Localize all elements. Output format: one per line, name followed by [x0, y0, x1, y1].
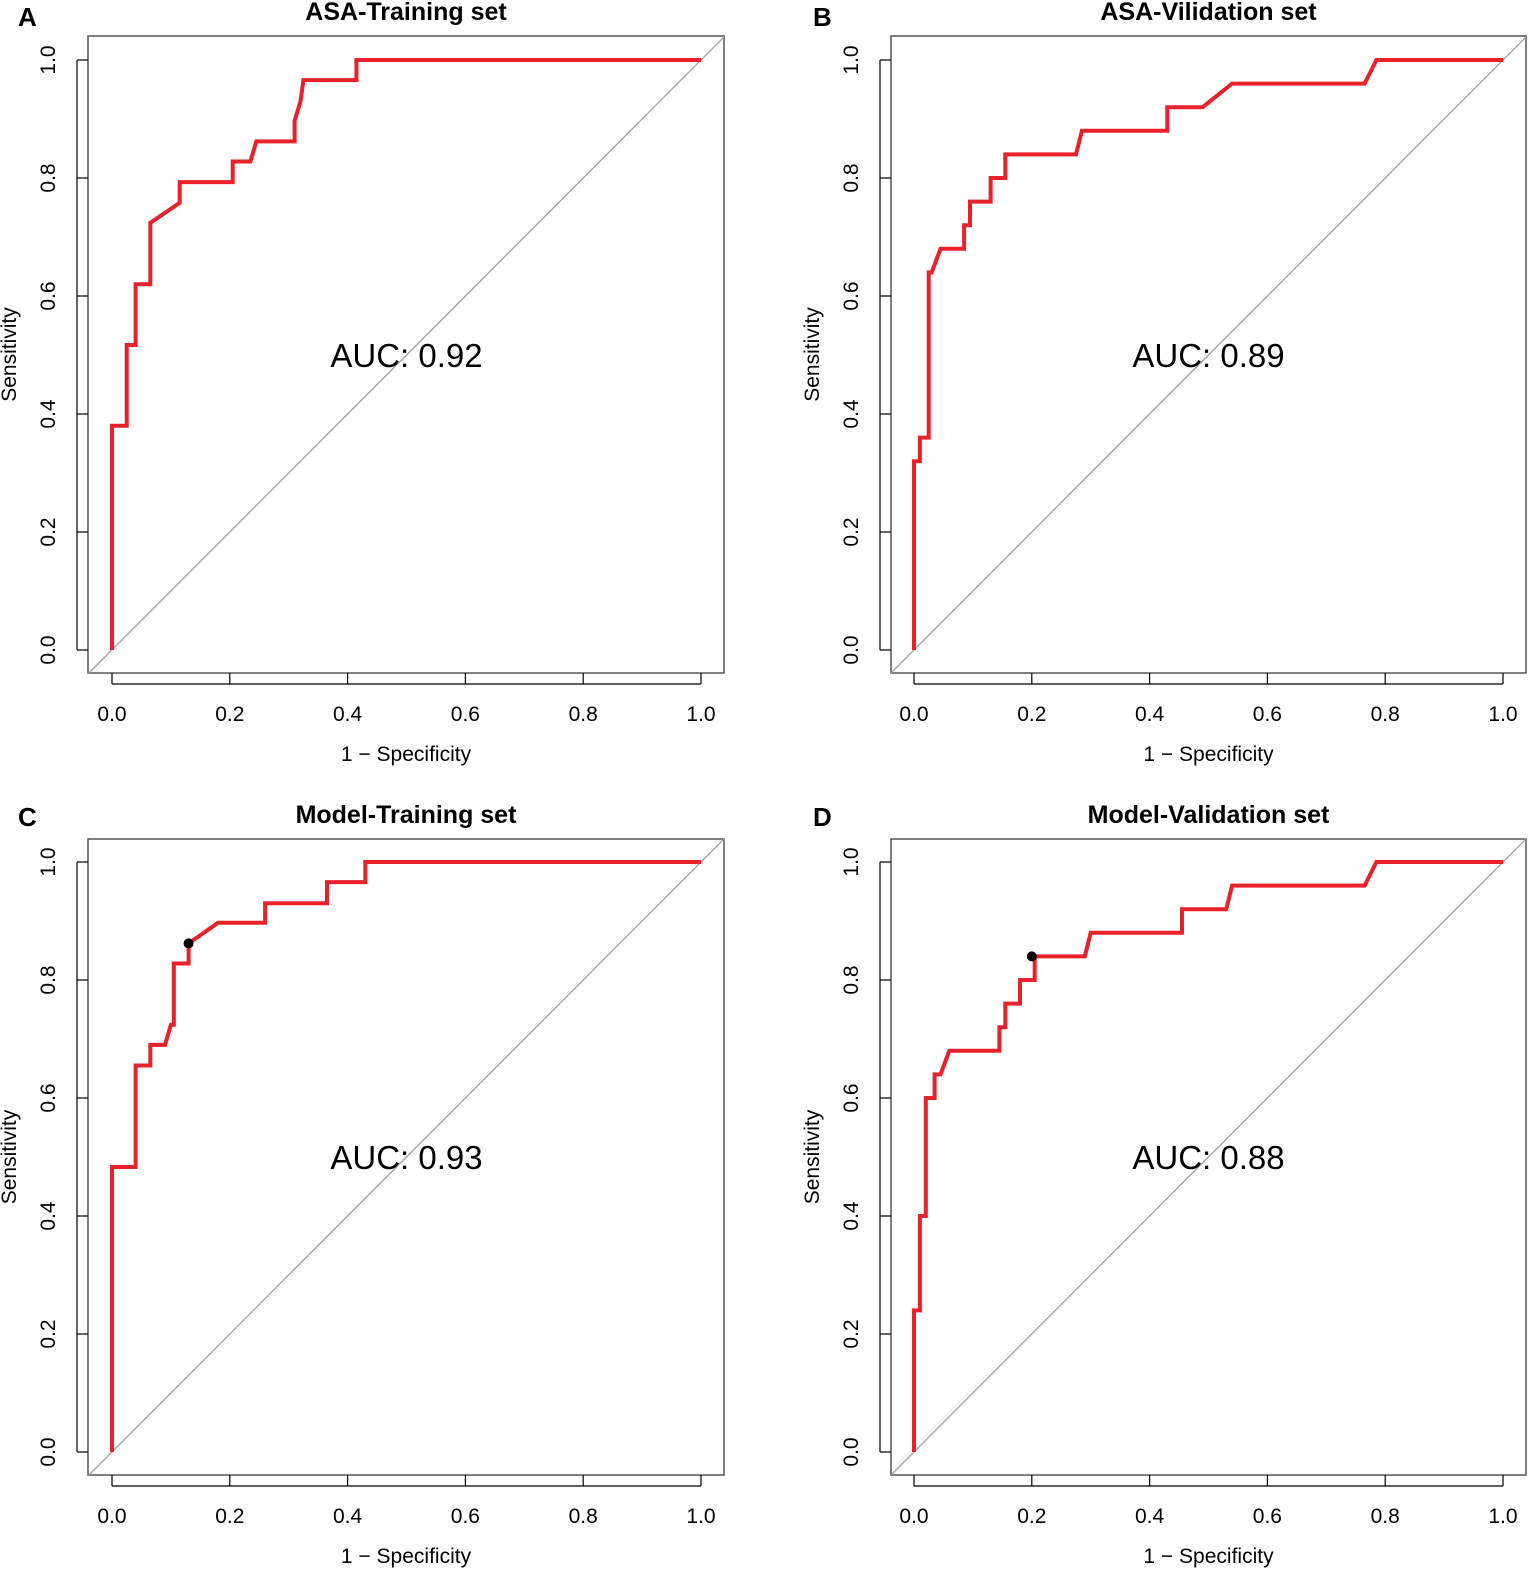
y-tick-label: 0.8: [840, 965, 863, 994]
y-tick-label: 0.2: [37, 517, 60, 546]
y-tick-label: 0.6: [840, 1083, 863, 1112]
y-tick-label: 0.0: [37, 1437, 60, 1466]
plot-frame: [890, 838, 1527, 1476]
reference-diagonal-line: [891, 839, 1526, 1475]
roc-panel-d: D Model-Validation set 0.0 0.2 0.4 0.6 0.8 1.0 0…: [801, 801, 1527, 1568]
y-tick-label: 0.2: [37, 1319, 60, 1348]
panel-letter: D: [813, 802, 832, 832]
plot-frame: [87, 35, 725, 674]
x-tick-label: 0.0: [899, 703, 928, 726]
panel-letter: A: [18, 2, 37, 32]
x-tick-label: 0.8: [1371, 703, 1400, 726]
panel-title: Model-Training set: [296, 801, 518, 829]
y-axis-label: Sensitivity: [801, 1109, 824, 1204]
x-tick-label: 0.2: [1017, 1505, 1046, 1528]
x-tick-label: 1.0: [686, 703, 715, 726]
auc-annotation: AUC: 0.93: [330, 1139, 482, 1176]
reference-diagonal-line: [891, 36, 1526, 673]
optimal-cutoff-point: [1026, 951, 1037, 962]
x-tick-label: 0.4: [1135, 1505, 1165, 1528]
y-tick-label: 0.6: [37, 1083, 60, 1112]
y-tick-label: 1.0: [37, 45, 60, 74]
x-tick-label: 0.8: [1371, 1505, 1400, 1528]
y-tick-label: 0.6: [840, 281, 863, 310]
panel-title: ASA-Training set: [305, 0, 507, 26]
x-tick-label: 0.8: [569, 703, 598, 726]
reference-diagonal-line: [88, 36, 724, 673]
y-tick-label: 0.8: [840, 163, 863, 192]
optimal-cutoff-point: [183, 938, 194, 949]
x-tick-label: 0.6: [1253, 1505, 1282, 1528]
roc-panel-a: A ASA-Training set 0.0 0.2 0.4 0.6 0.8 1.0 0.0 0.…: [0, 0, 725, 766]
y-tick-label: 0.8: [37, 163, 60, 192]
x-tick-label: 1.0: [1488, 1505, 1517, 1528]
y-tick-label: 0.0: [840, 1437, 863, 1466]
y-tick-label: 0.4: [37, 1201, 60, 1231]
y-tick-label: 0.4: [840, 399, 863, 429]
panel-letter: B: [813, 2, 832, 32]
y-tick-label: 1.0: [37, 847, 60, 876]
auc-annotation: AUC: 0.89: [1132, 337, 1284, 374]
roc-panel-b: B ASA-Vilidation set 0.0 0.2 0.4 0.6 0.8 1.0 0.0…: [801, 0, 1527, 766]
reference-diagonal-line: [88, 839, 724, 1475]
x-tick-label: 0.8: [569, 1505, 598, 1528]
panel-title: Model-Validation set: [1088, 801, 1330, 829]
x-tick-label: 0.4: [333, 1505, 363, 1528]
x-tick-label: 1.0: [686, 1505, 715, 1528]
y-axis-label: Sensitivity: [0, 1109, 21, 1204]
y-axis-label: Sensitivity: [0, 307, 21, 402]
roc-curve: [110, 58, 701, 650]
x-tick-label: 0.2: [215, 1505, 244, 1528]
panel-title: ASA-Vilidation set: [1100, 0, 1317, 26]
y-tick-label: 0.4: [37, 399, 60, 429]
x-tick-label: 0.6: [451, 703, 480, 726]
roc-panel-c: C Model-Training set 0.0 0.2 0.4 0.6 0.8 1.0 0.0…: [0, 801, 725, 1568]
auc-annotation: AUC: 0.88: [1132, 1139, 1284, 1176]
x-axis-label: 1 − Specificity: [341, 743, 472, 766]
y-tick-label: 0.2: [840, 517, 863, 546]
x-tick-label: 0.2: [215, 703, 244, 726]
x-tick-label: 0.2: [1017, 703, 1046, 726]
x-tick-label: 0.4: [1135, 703, 1165, 726]
x-axis-label: 1 − Specificity: [1143, 1545, 1274, 1568]
y-tick-label: 0.8: [37, 965, 60, 994]
roc-curve: [110, 860, 701, 1452]
plot-frame: [890, 35, 1527, 674]
plot-frame: [87, 838, 725, 1476]
x-tick-label: 1.0: [1488, 703, 1517, 726]
x-axis-label: 1 − Specificity: [341, 1545, 472, 1568]
y-axis-label: Sensitivity: [801, 307, 824, 402]
y-tick-label: 0.6: [37, 281, 60, 310]
y-tick-label: 0.2: [840, 1319, 863, 1348]
roc-curve: [912, 860, 1503, 1452]
x-tick-label: 0.6: [1253, 703, 1282, 726]
x-tick-label: 0.4: [333, 703, 363, 726]
roc-curve: [912, 58, 1503, 650]
x-tick-label: 0.0: [97, 703, 126, 726]
y-tick-label: 0.4: [840, 1201, 863, 1231]
y-tick-label: 1.0: [840, 45, 863, 74]
auc-annotation: AUC: 0.92: [330, 337, 482, 374]
panel-letter: C: [18, 802, 37, 832]
x-tick-label: 0.0: [899, 1505, 928, 1528]
y-tick-label: 0.0: [37, 635, 60, 664]
y-tick-label: 1.0: [840, 847, 863, 876]
x-axis-label: 1 − Specificity: [1143, 743, 1274, 766]
y-tick-label: 0.0: [840, 635, 863, 664]
x-tick-label: 0.0: [97, 1505, 126, 1528]
x-tick-label: 0.6: [451, 1505, 480, 1528]
